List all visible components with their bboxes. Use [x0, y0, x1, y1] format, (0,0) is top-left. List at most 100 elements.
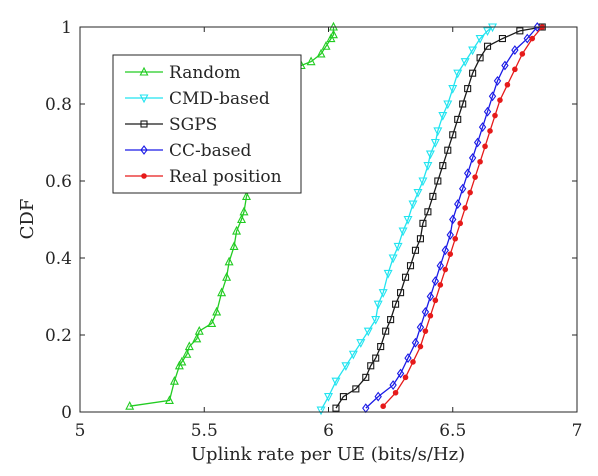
data-point [396, 368, 405, 379]
data-point [464, 85, 472, 93]
series-cc-based [362, 22, 541, 414]
legend-label: CMD-based [169, 89, 270, 109]
y-tick-label: 0 [61, 403, 72, 423]
data-point [367, 362, 375, 370]
data-point [377, 342, 385, 351]
series-line [365, 26, 538, 409]
data-point [356, 339, 366, 348]
data-point [430, 138, 440, 148]
data-point [512, 66, 518, 73]
data-point [424, 208, 432, 216]
data-point [431, 276, 440, 287]
data-point [371, 316, 381, 325]
data-point [468, 152, 477, 163]
data-point [237, 214, 247, 224]
data-point [493, 75, 502, 86]
data-point [323, 393, 334, 402]
data-point [427, 312, 434, 319]
data-point [316, 406, 326, 416]
data-point [380, 403, 386, 410]
y-tick-label: 1 [61, 18, 72, 38]
data-point [363, 327, 373, 337]
data-point [453, 69, 463, 79]
data-point [457, 220, 464, 227]
data-point [429, 192, 437, 200]
data-point [382, 327, 390, 335]
legend-item: CC-based [125, 141, 252, 161]
data-point [452, 235, 459, 242]
legend-swatch-marker [141, 173, 147, 179]
data-point [460, 58, 470, 67]
x-axis-label: Uplink rate per UE (bits/s/Hz) [191, 444, 465, 465]
data-point [217, 287, 227, 297]
data-point [393, 242, 403, 252]
data-point [232, 225, 242, 235]
data-point [436, 260, 445, 271]
data-point [192, 333, 202, 343]
data-point [416, 322, 425, 333]
legend-label: Real position [169, 167, 282, 187]
legend-label: Random [169, 63, 241, 83]
data-point [473, 137, 482, 148]
x-tick-label: 6 [323, 421, 334, 441]
data-point [519, 51, 526, 57]
data-point [438, 112, 448, 121]
data-point [454, 115, 462, 123]
series-line [335, 26, 543, 409]
series-line [320, 26, 493, 411]
data-point [441, 245, 449, 256]
plot-frame [79, 26, 578, 413]
data-point [459, 183, 467, 194]
legend-item: Real position [125, 167, 282, 187]
data-point [404, 353, 412, 364]
data-point [449, 131, 457, 139]
data-point [397, 289, 405, 297]
legend-swatch-marker [140, 145, 148, 155]
data-point [516, 27, 524, 35]
data-point [403, 215, 413, 225]
legend: Random CMD-based SGPS CC-based Real position [112, 54, 302, 194]
legend-item: Random [125, 63, 241, 83]
data-point [402, 374, 409, 381]
data-point [416, 235, 424, 243]
data-point [241, 191, 251, 200]
data-point [432, 297, 439, 304]
data-point [316, 48, 326, 58]
data-point [177, 356, 187, 366]
data-point [463, 168, 472, 179]
data-point [433, 127, 443, 137]
series-sgps [332, 23, 546, 412]
series-cmd-based [316, 23, 498, 416]
data-point [194, 325, 204, 335]
y-tick-label: 0.8 [45, 95, 72, 115]
data-point [533, 22, 541, 32]
series-layer [125, 21, 546, 416]
data-point [478, 122, 487, 133]
data-point [164, 395, 174, 405]
data-point [483, 42, 492, 50]
data-point [482, 143, 488, 150]
data-point [447, 251, 454, 257]
data-point [406, 262, 415, 270]
data-point [477, 158, 483, 165]
data-point [401, 273, 410, 281]
data-point [498, 34, 507, 43]
legend-label: CC-based [169, 141, 252, 161]
data-point [321, 41, 331, 50]
data-point [182, 349, 192, 358]
x-tick-label: 5 [75, 421, 86, 441]
data-point [398, 227, 408, 237]
data-point [501, 60, 509, 71]
data-point [410, 359, 416, 365]
data-point [413, 189, 423, 198]
data-point [437, 282, 444, 288]
axis-ticks: 5 5.5 6 6.5 7 0 0.2 0.4 0.6 0.8 1 [45, 18, 582, 441]
data-point [374, 391, 382, 402]
data-point [328, 29, 338, 39]
data-point [388, 254, 398, 264]
data-point [339, 393, 347, 401]
y-tick-label: 0.6 [45, 172, 72, 192]
data-point [352, 385, 360, 393]
data-point [426, 291, 435, 302]
